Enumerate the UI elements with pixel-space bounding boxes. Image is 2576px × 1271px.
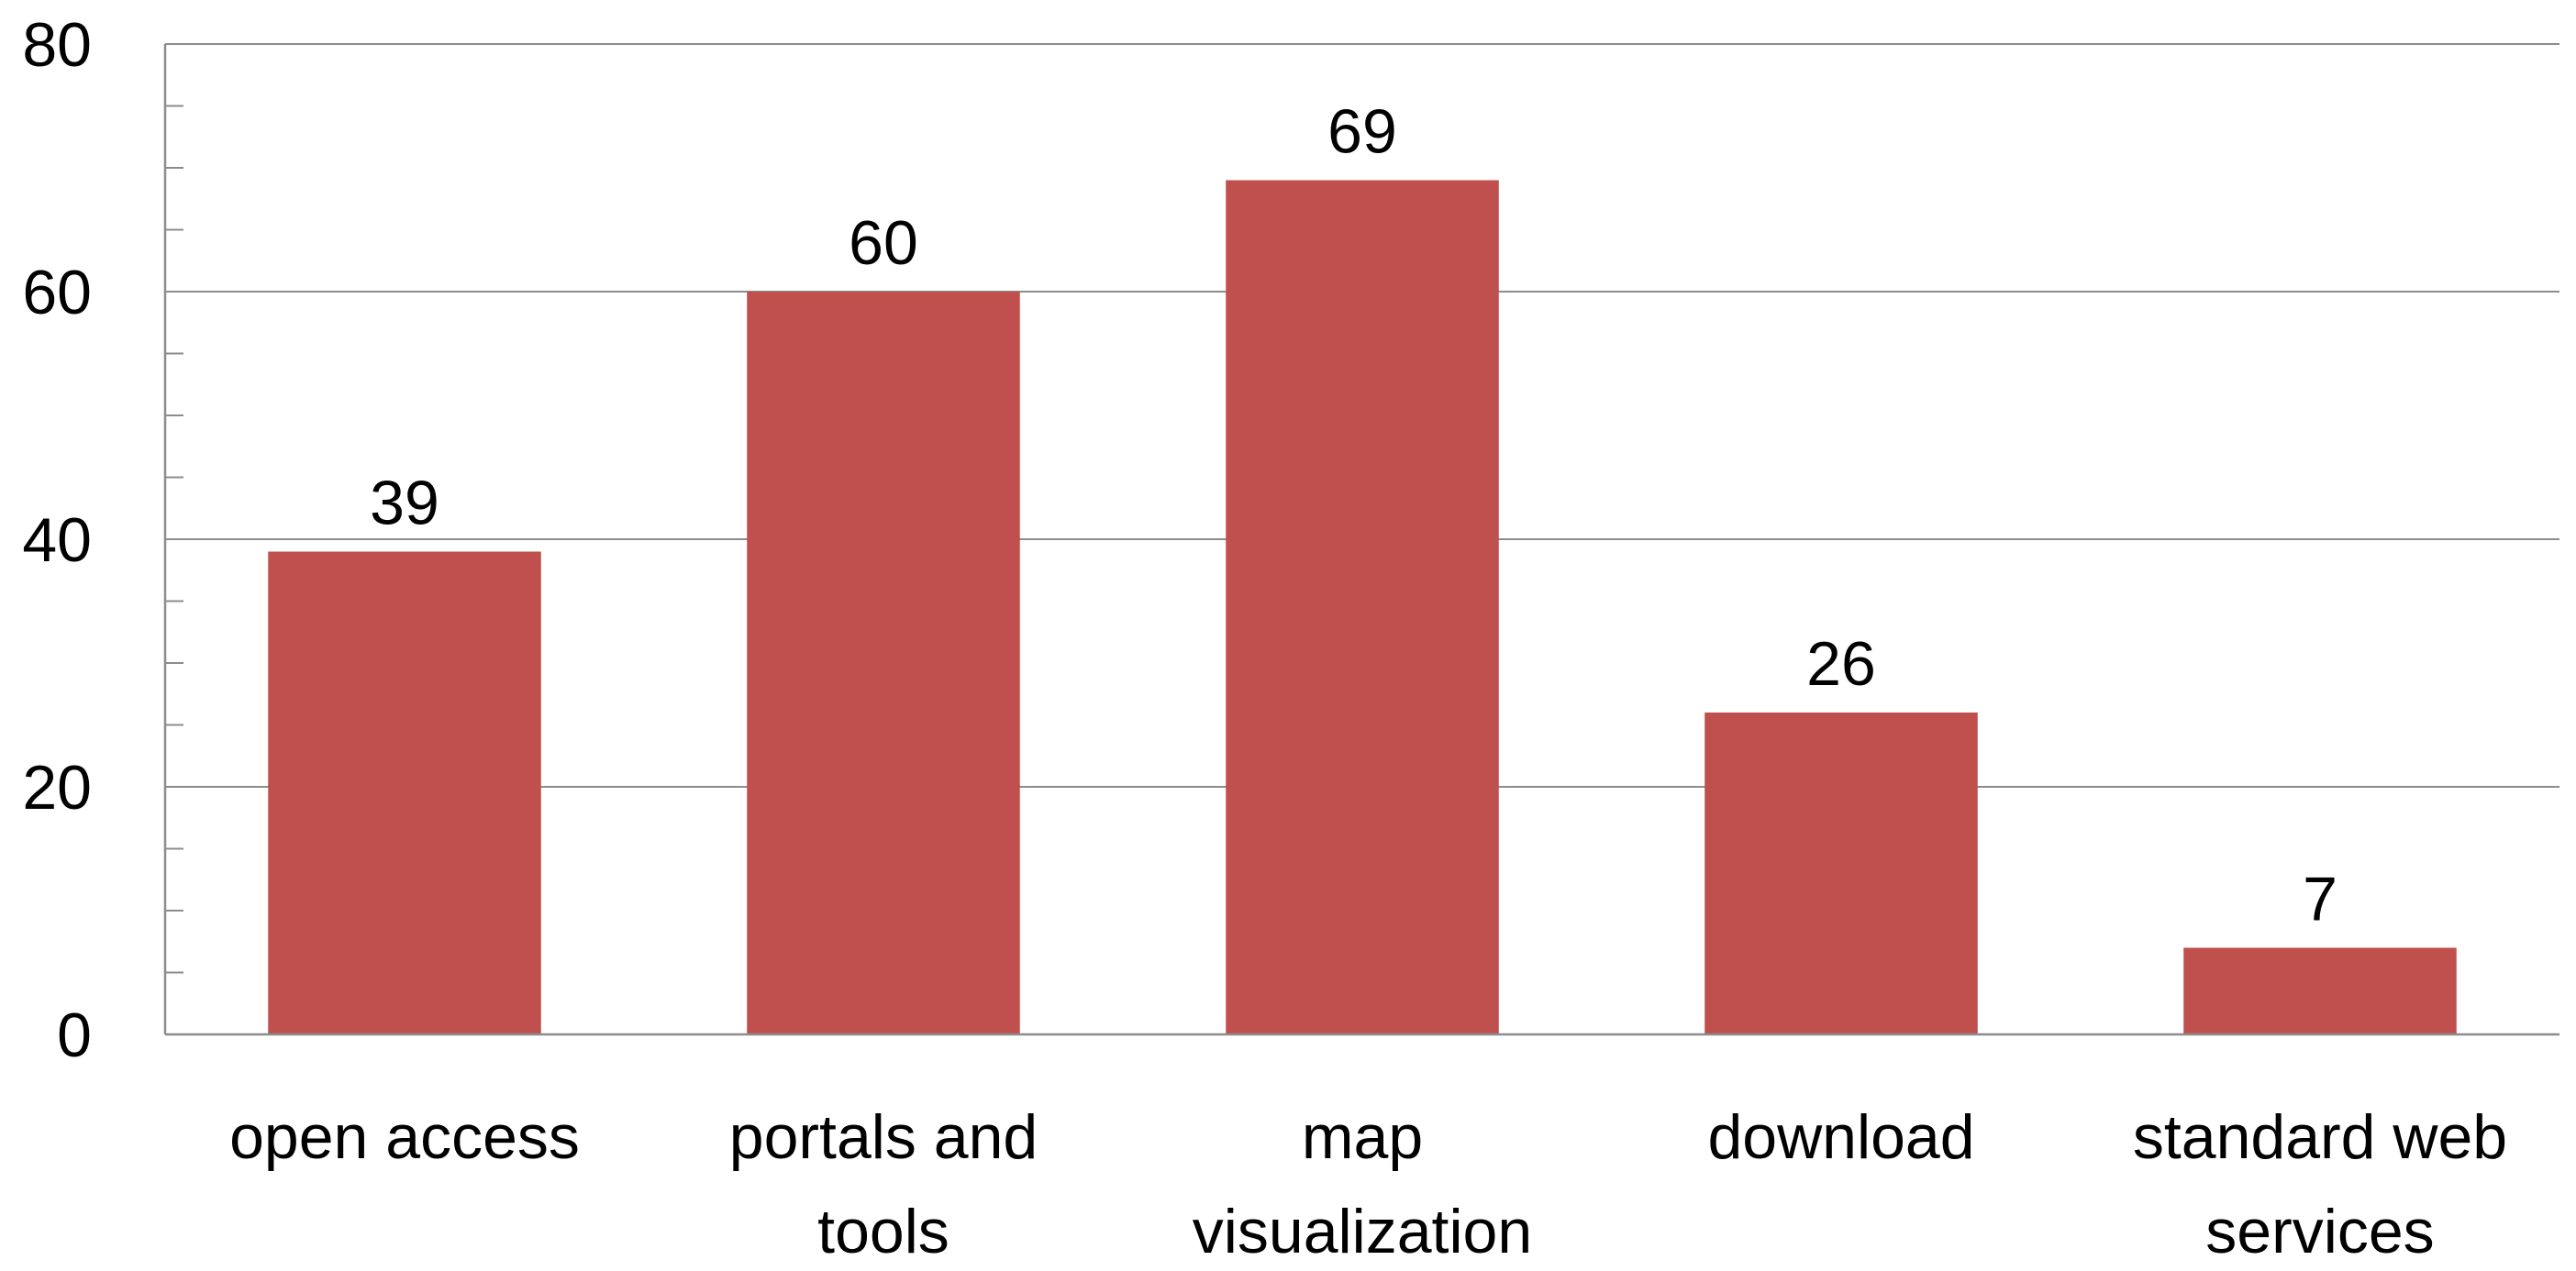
bar bbox=[747, 292, 1020, 1034]
bar bbox=[1704, 713, 1978, 1034]
y-tick-label: 80 bbox=[22, 10, 92, 80]
bar bbox=[1226, 180, 1499, 1034]
bar bbox=[268, 551, 541, 1034]
axes bbox=[163, 44, 2559, 1036]
x-category-label: services bbox=[2205, 1197, 2434, 1266]
bar bbox=[2183, 947, 2457, 1034]
data-label: 26 bbox=[1806, 629, 1876, 699]
data-label: 69 bbox=[1327, 97, 1397, 167]
y-tick-label: 0 bbox=[57, 1000, 92, 1070]
y-tick-label: 40 bbox=[22, 505, 92, 575]
x-category-label: standard web bbox=[2133, 1102, 2507, 1172]
labels: 0 20 40 60 80 39 open access 60 portals and tools… bbox=[22, 10, 2507, 1266]
y-tick-label: 20 bbox=[22, 753, 92, 823]
x-category-label: download bbox=[1707, 1102, 1974, 1172]
x-category-label: open access bbox=[229, 1102, 580, 1172]
data-label: 60 bbox=[849, 208, 918, 278]
x-category-label: tools bbox=[817, 1197, 949, 1266]
x-category-label: portals and bbox=[729, 1102, 1038, 1172]
bars bbox=[268, 180, 2457, 1034]
x-category-label: map bbox=[1302, 1102, 1423, 1172]
data-label: 39 bbox=[370, 469, 439, 538]
y-tick-label: 60 bbox=[22, 258, 92, 327]
data-label: 7 bbox=[2303, 865, 2337, 934]
x-category-label: visualization bbox=[1193, 1197, 1532, 1266]
